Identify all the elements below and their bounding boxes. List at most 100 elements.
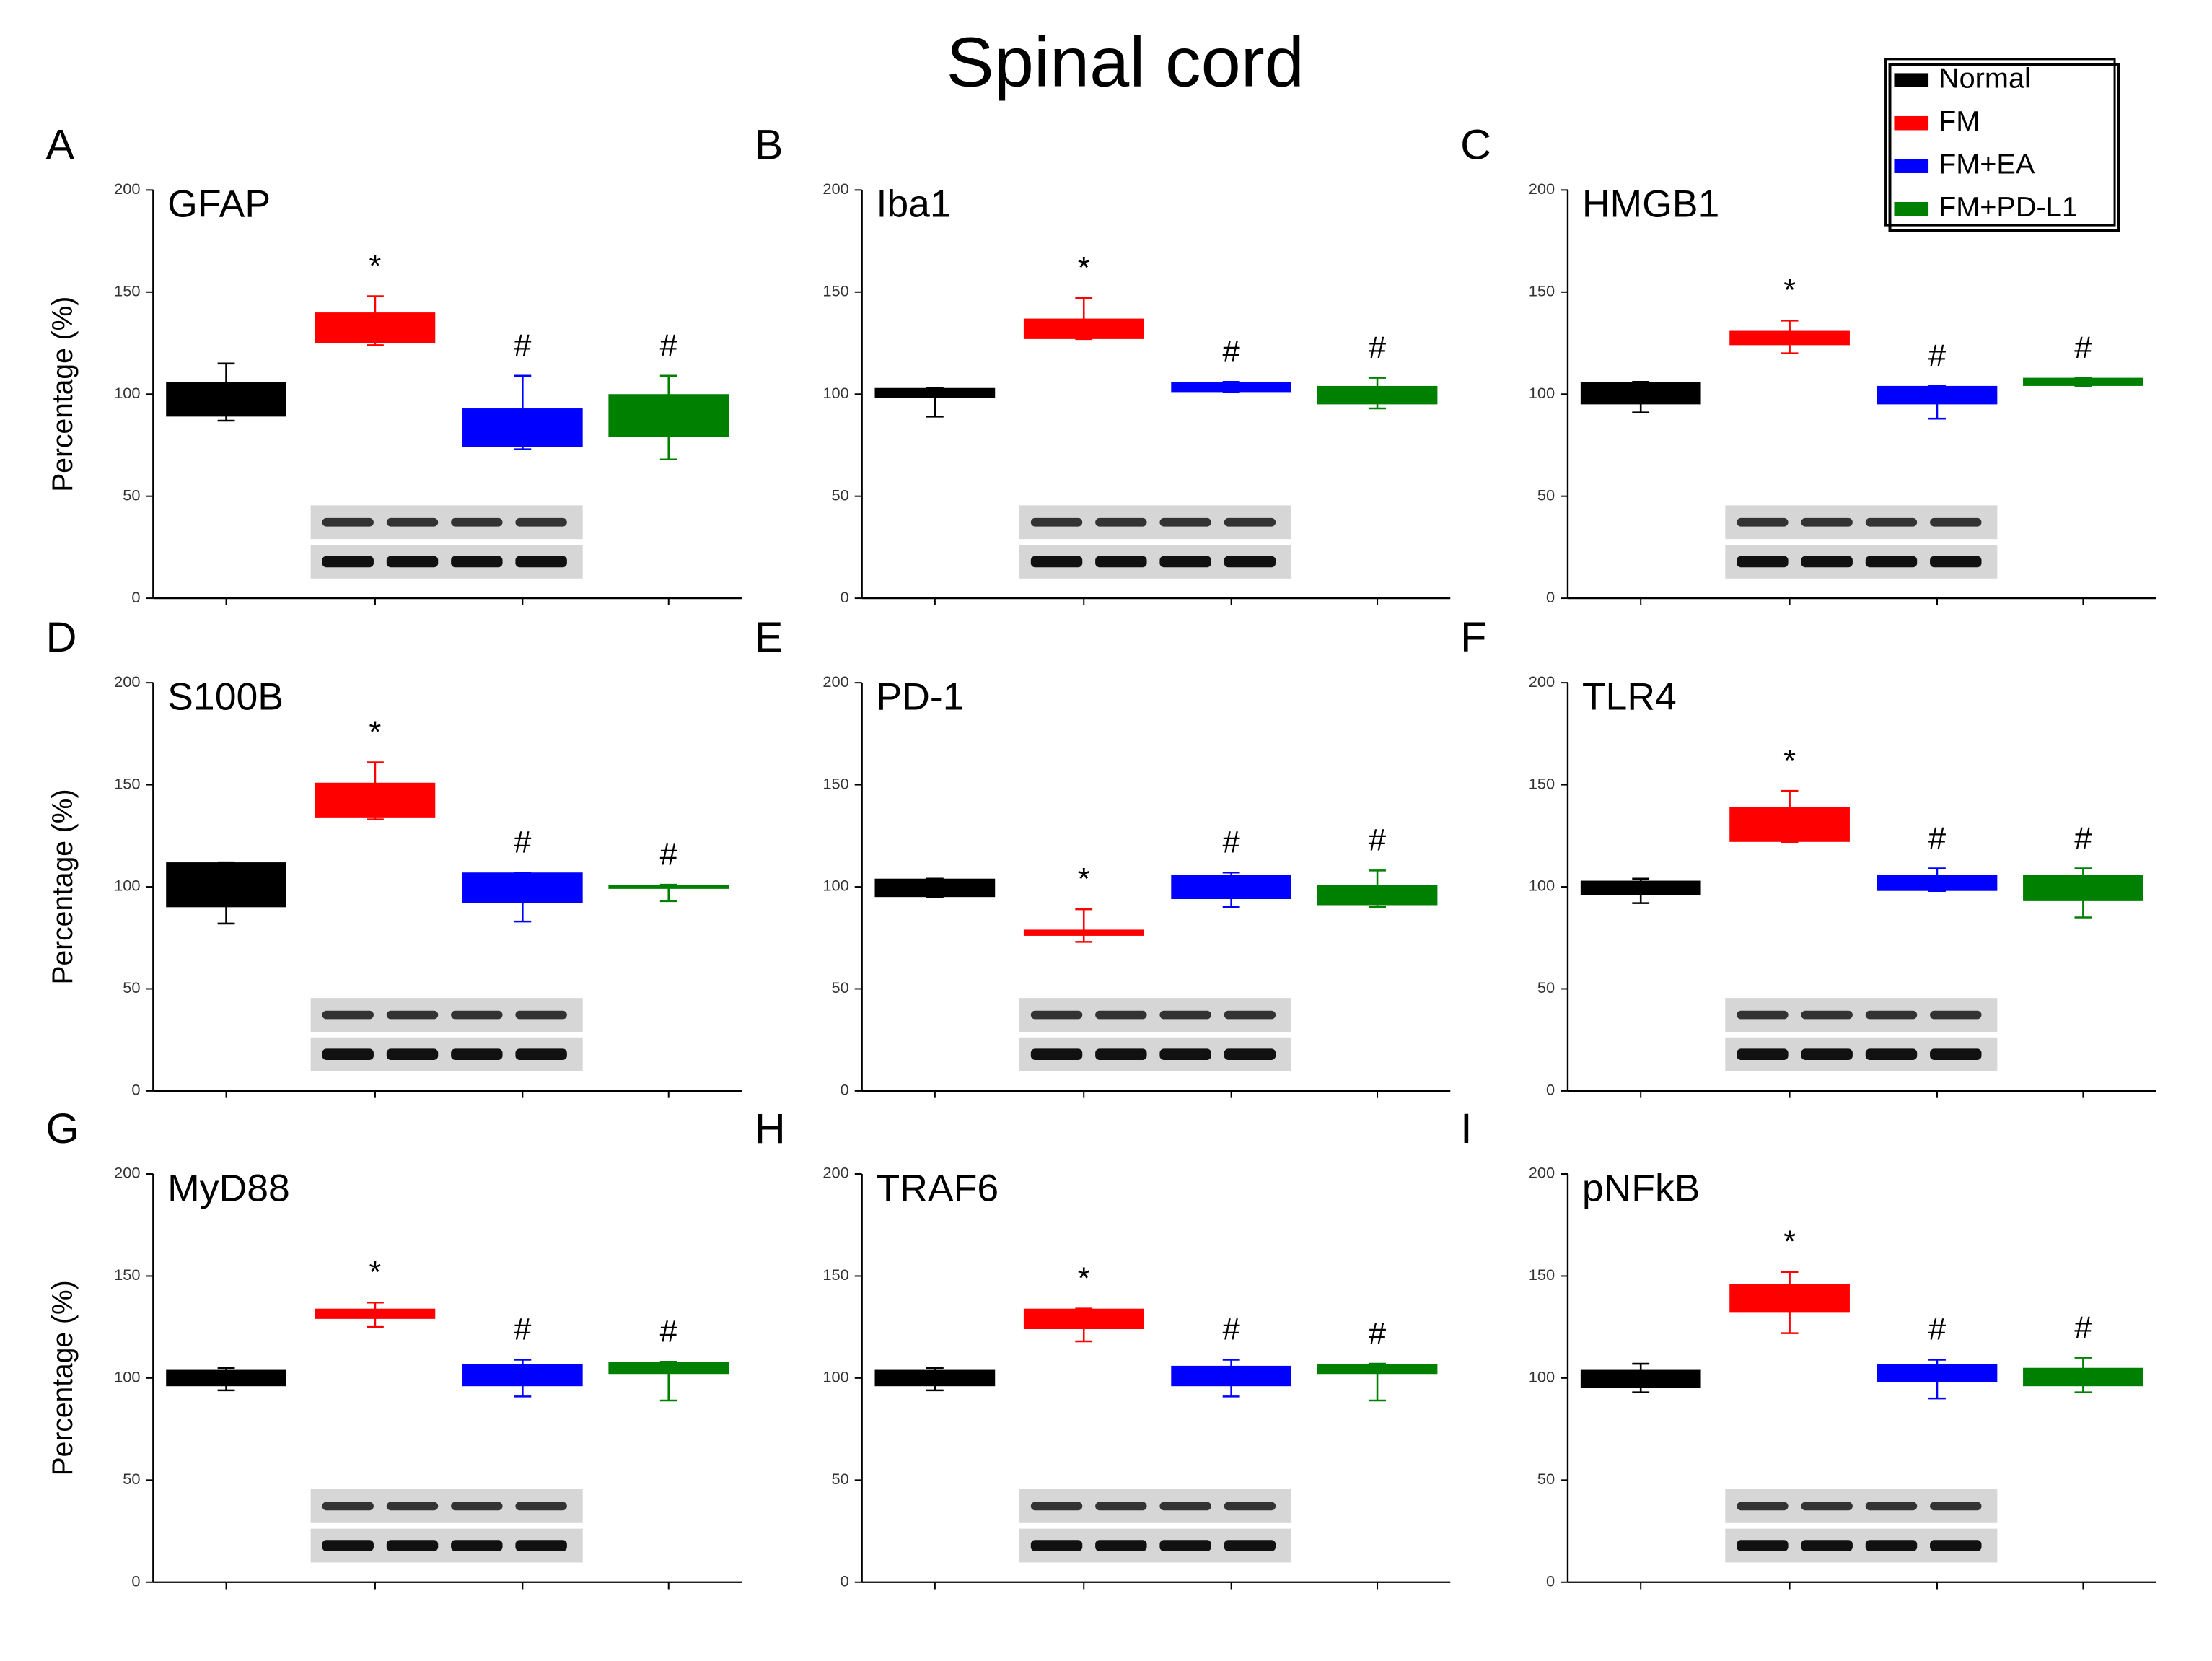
figure-title: Spinal cord <box>947 22 1304 101</box>
bar <box>462 872 583 903</box>
y-tick-label: 50 <box>832 486 849 504</box>
panel-letter: C <box>1460 121 1491 168</box>
blot-band <box>515 517 567 527</box>
blot-band <box>451 1502 503 1511</box>
y-tick-label: 200 <box>822 672 848 691</box>
y-tick-label: 0 <box>131 1572 140 1590</box>
panel-title: S100B <box>167 676 284 718</box>
panel-title: PD-1 <box>876 676 964 718</box>
blot-band <box>1865 1540 1918 1551</box>
significance-mark: # <box>514 328 531 363</box>
y-tick-label: 200 <box>1529 180 1555 198</box>
significance-mark: * <box>1078 251 1090 286</box>
bar <box>1171 1365 1291 1387</box>
blot-band <box>1030 1048 1083 1060</box>
y-tick-label: 100 <box>822 1368 848 1386</box>
blot-band <box>386 517 439 527</box>
significance-mark: # <box>660 1315 677 1349</box>
blot-band <box>386 1540 439 1551</box>
legend-swatch <box>1894 73 1929 87</box>
legend-swatch <box>1894 201 1929 216</box>
blot-band <box>515 1502 567 1511</box>
blot-band <box>1224 517 1276 527</box>
blot-band <box>1030 1010 1083 1020</box>
y-tick-label: 200 <box>114 672 140 691</box>
blot-band <box>1865 556 1918 568</box>
legend-shadow <box>1888 63 2120 232</box>
panel-letter: G <box>46 1105 79 1152</box>
blot-band <box>1737 1048 1789 1060</box>
legend-swatch <box>1894 159 1929 173</box>
bar <box>874 1369 996 1387</box>
blot-band <box>1030 556 1083 568</box>
bar <box>1877 875 1998 891</box>
blot-band <box>1865 1010 1918 1020</box>
blot-band <box>1737 1540 1789 1551</box>
blot-band <box>515 1048 567 1060</box>
blot-band <box>1865 1048 1918 1060</box>
panel-letter: H <box>755 1105 786 1152</box>
y-tick-label: 100 <box>1529 384 1555 402</box>
y-tick-label: 200 <box>822 1164 848 1182</box>
y-tick-label: 200 <box>1529 1164 1555 1182</box>
blot-band <box>451 1010 503 1020</box>
bar <box>166 1369 286 1387</box>
y-tick-label: 100 <box>1529 1368 1555 1386</box>
y-tick-label: 100 <box>822 384 848 402</box>
blot-band <box>1930 517 1982 527</box>
blot-band <box>322 517 374 527</box>
bar <box>315 1308 436 1319</box>
significance-mark: # <box>660 838 677 872</box>
panel-title: GFAP <box>167 183 271 225</box>
y-tick-label: 0 <box>1546 1572 1555 1590</box>
significance-mark: # <box>1222 335 1239 369</box>
y-tick-label: 0 <box>841 1572 849 1590</box>
panel-letter: I <box>1460 1105 1473 1152</box>
y-tick-label: 150 <box>1529 774 1555 792</box>
blot-band <box>515 1010 567 1020</box>
bar <box>1023 929 1144 936</box>
significance-mark: # <box>1369 1317 1386 1351</box>
significance-mark: # <box>1928 339 1946 374</box>
y-tick-label: 100 <box>822 877 848 895</box>
significance-mark: * <box>1078 1261 1090 1296</box>
blot-band <box>322 556 374 568</box>
blot-band <box>451 517 503 527</box>
legend-label: FM+PD-L1 <box>1939 191 2078 223</box>
blot-band <box>1095 517 1147 527</box>
blot-band <box>386 1010 439 1020</box>
y-tick-label: 0 <box>1546 1081 1555 1099</box>
blot-band <box>1737 1010 1789 1020</box>
significance-mark: # <box>1928 821 1946 856</box>
legend-swatch <box>1894 115 1929 131</box>
bar <box>1023 1308 1144 1329</box>
blot-band <box>1159 517 1211 527</box>
panel-letter: B <box>755 121 784 168</box>
significance-mark: # <box>1369 330 1386 365</box>
blot-band <box>1801 1540 1853 1551</box>
y-tick-label: 50 <box>832 1470 849 1488</box>
blot-band <box>1224 1010 1276 1020</box>
blot-band <box>1159 556 1211 568</box>
y-tick-label: 150 <box>822 282 848 300</box>
y-tick-label: 200 <box>822 180 848 198</box>
significance-mark: * <box>369 1255 381 1290</box>
blot-band <box>1865 1502 1918 1511</box>
y-tick-label: 150 <box>1529 282 1555 300</box>
blot-band <box>1801 556 1853 568</box>
bar <box>1317 385 1438 405</box>
blot-band <box>1095 1048 1147 1060</box>
significance-mark: # <box>1928 1312 1946 1347</box>
blot-band <box>1030 1502 1083 1511</box>
y-tick-label: 200 <box>114 1164 140 1182</box>
bar <box>462 408 583 447</box>
y-tick-label: 50 <box>1537 978 1555 996</box>
y-tick-label: 100 <box>1529 877 1555 895</box>
bar <box>608 1362 729 1375</box>
bar <box>1729 1284 1850 1313</box>
significance-mark: # <box>1369 823 1386 858</box>
bar <box>874 878 996 898</box>
panel-letter: E <box>755 614 784 661</box>
bar <box>608 885 729 889</box>
significance-mark: * <box>1783 1224 1796 1259</box>
